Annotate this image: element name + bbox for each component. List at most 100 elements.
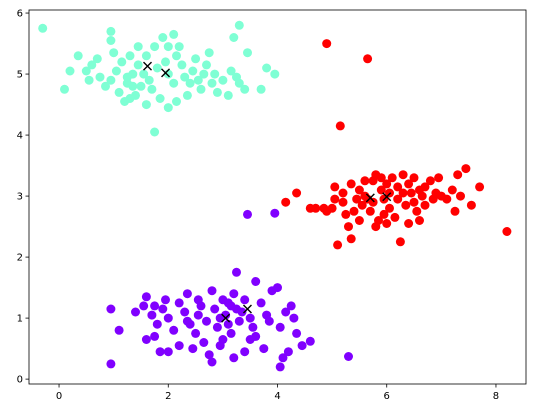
- data-point-cluster-1: [182, 90, 192, 100]
- data-point-cluster-1: [128, 81, 138, 91]
- data-point-cluster-2: [475, 182, 485, 192]
- x-axis-ticks: 0 2 4 6 8: [56, 384, 499, 402]
- data-point-cluster-3: [158, 304, 168, 314]
- data-point-cluster-3: [245, 313, 255, 323]
- data-point-cluster-2: [420, 200, 430, 210]
- data-point-cluster-1: [185, 78, 195, 88]
- data-point-cluster-3: [141, 292, 151, 302]
- data-point-cluster-3: [344, 352, 353, 361]
- data-point-cluster-1: [114, 87, 124, 97]
- data-point-cluster-3: [202, 316, 211, 326]
- data-point-cluster-1: [139, 69, 149, 79]
- data-point-cluster-3: [188, 344, 198, 354]
- data-point-cluster-1: [210, 69, 220, 79]
- data-point-cluster-3: [174, 341, 184, 351]
- data-point-cluster-2: [442, 194, 452, 204]
- data-point-cluster-3: [199, 338, 209, 347]
- data-point-cluster-2: [360, 176, 370, 186]
- data-point-cluster-1: [188, 66, 198, 76]
- data-point-cluster-1: [117, 57, 127, 67]
- data-point-cluster-3: [161, 295, 170, 305]
- data-point-cluster-3: [289, 313, 299, 323]
- data-point-cluster-2: [371, 222, 381, 232]
- data-points: [38, 20, 512, 372]
- centroid-marker: [365, 193, 375, 203]
- data-point-cluster-1: [196, 84, 206, 94]
- data-point-cluster-2: [346, 234, 356, 244]
- data-point-cluster-2: [341, 209, 351, 219]
- data-point-cluster-1: [212, 87, 222, 97]
- data-point-cluster-3: [152, 319, 162, 329]
- data-point-cluster-3: [270, 208, 280, 218]
- data-point-cluster-3: [232, 304, 241, 314]
- data-point-cluster-1: [204, 48, 214, 58]
- x-tick-label: 4: [274, 391, 280, 402]
- data-point-cluster-1: [125, 51, 135, 61]
- data-point-cluster-2: [401, 200, 411, 210]
- data-point-cluster-2: [461, 164, 471, 174]
- data-point-cluster-3: [240, 347, 250, 357]
- data-point-cluster-2: [330, 194, 340, 204]
- data-point-cluster-1: [180, 72, 190, 82]
- data-point-cluster-3: [283, 347, 293, 357]
- data-point-cluster-3: [207, 357, 217, 367]
- data-point-cluster-2: [292, 188, 302, 198]
- data-point-cluster-3: [305, 336, 315, 346]
- centroid-marker: [221, 313, 231, 323]
- data-point-cluster-2: [412, 206, 422, 216]
- data-point-cluster-1: [163, 42, 173, 52]
- data-point-cluster-2: [420, 182, 430, 192]
- data-point-cluster-3: [182, 289, 192, 299]
- centroid-markers: [143, 61, 392, 323]
- centroid-marker: [242, 304, 252, 314]
- data-point-cluster-2: [376, 185, 386, 195]
- data-point-cluster-1: [73, 51, 83, 61]
- data-point-cluster-2: [393, 194, 403, 204]
- data-point-cluster-1: [38, 23, 48, 33]
- data-point-cluster-3: [264, 316, 274, 326]
- data-point-cluster-1: [150, 127, 160, 137]
- data-point-cluster-2: [357, 200, 367, 210]
- data-point-cluster-3: [150, 331, 160, 341]
- data-point-cluster-3: [155, 347, 165, 357]
- data-point-cluster-1: [207, 78, 217, 88]
- data-point-cluster-2: [406, 188, 416, 198]
- data-point-cluster-1: [163, 103, 173, 113]
- data-point-cluster-1: [191, 54, 201, 64]
- data-point-cluster-1: [150, 42, 160, 52]
- data-point-cluster-3: [251, 331, 261, 341]
- y-tick-label: 4: [17, 131, 23, 142]
- data-point-cluster-3: [114, 325, 124, 335]
- data-point-cluster-1: [133, 60, 143, 70]
- centroid-marker: [143, 61, 153, 71]
- data-point-cluster-1: [141, 100, 151, 110]
- data-point-cluster-2: [344, 222, 353, 232]
- data-point-cluster-2: [382, 179, 392, 189]
- centroid-marker: [161, 68, 171, 78]
- data-point-cluster-1: [226, 66, 236, 76]
- data-point-cluster-1: [193, 75, 203, 85]
- data-point-cluster-1: [106, 36, 116, 45]
- data-point-cluster-3: [229, 353, 239, 363]
- data-point-cluster-3: [278, 353, 288, 363]
- data-point-cluster-1: [109, 48, 119, 58]
- data-point-cluster-3: [210, 304, 220, 314]
- data-point-cluster-2: [393, 182, 403, 192]
- data-point-cluster-3: [275, 362, 285, 372]
- data-point-cluster-3: [163, 313, 173, 323]
- data-point-cluster-3: [223, 319, 233, 329]
- data-point-cluster-2: [417, 191, 427, 201]
- data-point-cluster-2: [311, 203, 321, 213]
- data-point-cluster-3: [139, 301, 149, 311]
- data-point-cluster-2: [338, 188, 348, 198]
- data-point-cluster-1: [232, 72, 241, 82]
- data-point-cluster-3: [229, 289, 239, 299]
- data-point-cluster-1: [106, 75, 116, 85]
- data-point-cluster-2: [385, 203, 394, 213]
- data-point-cluster-2: [395, 237, 405, 247]
- data-point-cluster-2: [330, 182, 340, 192]
- data-point-cluster-2: [450, 206, 460, 216]
- data-point-cluster-2: [387, 173, 397, 183]
- data-point-cluster-3: [240, 295, 250, 305]
